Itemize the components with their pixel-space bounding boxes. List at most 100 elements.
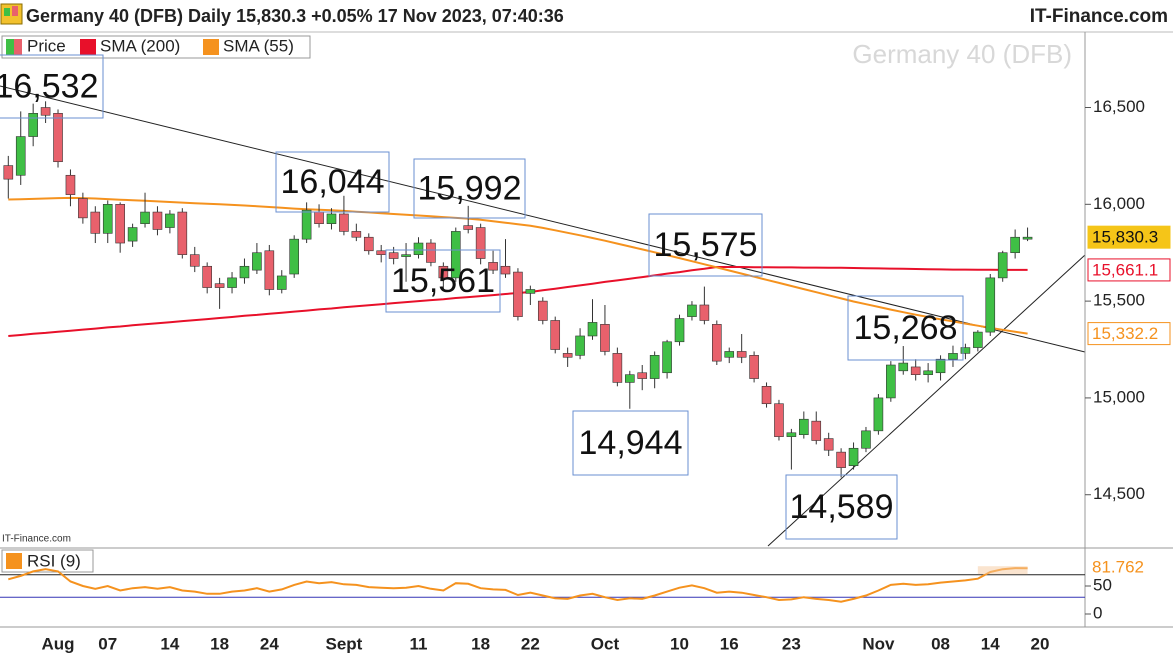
candle-body: [475, 227, 486, 259]
candle-body: [413, 242, 424, 255]
candle-body: [923, 370, 933, 375]
candle-body: [214, 283, 225, 288]
last-value-badge: [1087, 322, 1171, 346]
annotation-box: [0, 54, 104, 119]
candle-body: [28, 113, 38, 137]
candle-body: [189, 254, 200, 267]
annotation-label: 14,589: [790, 488, 894, 526]
candle-body: [537, 300, 548, 321]
annotation-box: [648, 213, 763, 277]
candle-body: [351, 231, 362, 238]
legend: Price SMA (200) SMA (55): [1, 35, 311, 59]
annotation-label: 16,532: [0, 67, 99, 105]
candle-body: [649, 355, 660, 379]
candle-body: [973, 331, 983, 348]
annotation-label: 15,992: [418, 169, 522, 207]
annotation-label: 14,944: [579, 424, 683, 462]
y-tick-label: 0: [1093, 603, 1102, 622]
candle-body: [252, 252, 262, 271]
candle-body: [910, 366, 921, 375]
annotation-label: 15,268: [854, 309, 958, 347]
candle-body: [152, 211, 163, 230]
candle-body: [177, 211, 188, 255]
rsi-fill: [977, 566, 1028, 575]
last-value-badge: [1087, 225, 1171, 249]
candle-body: [550, 320, 561, 350]
candle-body: [525, 289, 536, 294]
candle-body: [960, 347, 971, 354]
x-tick-label: Aug: [41, 634, 74, 653]
x-tick-label: 10: [670, 634, 689, 653]
annotation-label: 16,044: [281, 163, 385, 201]
candle-body: [53, 113, 63, 163]
candle-body: [202, 265, 212, 288]
last-value-label: 15,332.2: [1092, 324, 1158, 343]
candle-body: [898, 362, 909, 372]
candle-body: [736, 351, 747, 358]
candle-body: [276, 275, 287, 290]
annotation-box: [385, 249, 501, 313]
rsi-brand: IT-Finance.com: [2, 534, 71, 545]
candle-body: [786, 432, 797, 437]
x-tick-label: 22: [521, 634, 540, 653]
candle-body: [90, 211, 101, 234]
candle-body: [886, 364, 896, 399]
legend-label: Price: [27, 36, 66, 55]
chart-title: Germany 40 (DFB) Daily 15,830.3 +0.05% 1…: [26, 6, 564, 26]
candle-body: [463, 225, 474, 230]
candle-body: [227, 277, 237, 288]
trendline: [0, 85, 1086, 353]
candle-body: [575, 335, 585, 356]
x-tick-label: 18: [210, 634, 229, 653]
candle-body: [140, 211, 150, 224]
candle-body: [848, 447, 859, 466]
candle-body: [761, 386, 772, 405]
candle-body: [401, 254, 411, 257]
x-tick-label: 24: [260, 634, 279, 653]
candle-body: [115, 204, 125, 244]
x-tick-label: 14: [981, 634, 1000, 653]
candle-body: [301, 209, 312, 240]
candle-body: [78, 198, 88, 219]
candle-body: [500, 265, 511, 275]
candle-body: [861, 430, 871, 449]
x-tick-label: 20: [1031, 634, 1050, 653]
legend-swatch: [6, 553, 22, 569]
candle-body: [289, 238, 299, 275]
x-tick-label: 14: [160, 634, 179, 653]
candle-body: [662, 341, 672, 374]
candle-body: [339, 213, 349, 232]
demo-icon: [0, 3, 23, 25]
y-tick-label: 15,000: [1093, 387, 1145, 406]
legend-swatch: [80, 39, 96, 55]
candle-body: [488, 262, 498, 271]
candle-body: [102, 204, 113, 234]
rsi-legend-box: [1, 549, 94, 573]
candle-body: [687, 304, 697, 317]
candle-body: [836, 451, 846, 468]
legend-swatch: [203, 39, 219, 55]
legend-box: [1, 35, 311, 59]
candle-body: [997, 252, 1008, 279]
candle-body: [438, 265, 449, 279]
y-tick-label: 50: [1093, 575, 1112, 594]
candle-body: [513, 271, 523, 317]
candle-body: [264, 250, 275, 290]
candle-body: [600, 324, 610, 352]
last-value-label: 81.762: [1092, 558, 1144, 577]
annotation-box: [785, 474, 898, 540]
legend-label: SMA (200): [100, 36, 180, 55]
y-tick-label: 15,500: [1093, 291, 1145, 310]
candle-body: [624, 374, 635, 383]
legend-label: RSI (9): [27, 551, 81, 570]
candle-body: [935, 358, 946, 374]
candle-body: [3, 165, 14, 180]
candle-body: [426, 242, 436, 263]
candle-body: [774, 403, 784, 437]
candle-body: [612, 353, 623, 383]
watermark: Germany 40 (DFB): [852, 39, 1072, 69]
candle-body: [637, 372, 648, 379]
candle-body: [749, 355, 759, 379]
x-tick-label: Oct: [591, 634, 620, 653]
candle-body: [1022, 236, 1033, 240]
